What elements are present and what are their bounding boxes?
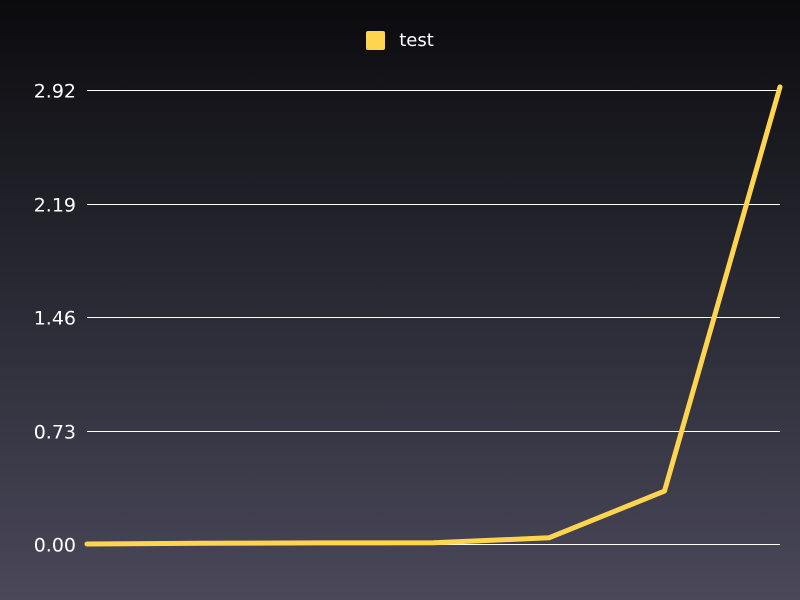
y-tick-label: 0.00	[34, 535, 76, 557]
legend: test	[0, 30, 800, 51]
y-tick-label: 1.46	[34, 308, 76, 330]
series-line	[84, 84, 783, 547]
y-axis-tick-labels: 0.00 0.73 1.46 2.19 2.92	[34, 81, 76, 557]
legend-label: test	[399, 30, 434, 51]
grid-layer	[87, 90, 780, 545]
legend-swatch	[366, 31, 386, 50]
y-tick-label: 2.19	[34, 195, 76, 217]
y-tick-label: 0.73	[34, 422, 76, 444]
series-layer	[84, 84, 783, 547]
y-tick-label: 2.92	[34, 81, 76, 103]
